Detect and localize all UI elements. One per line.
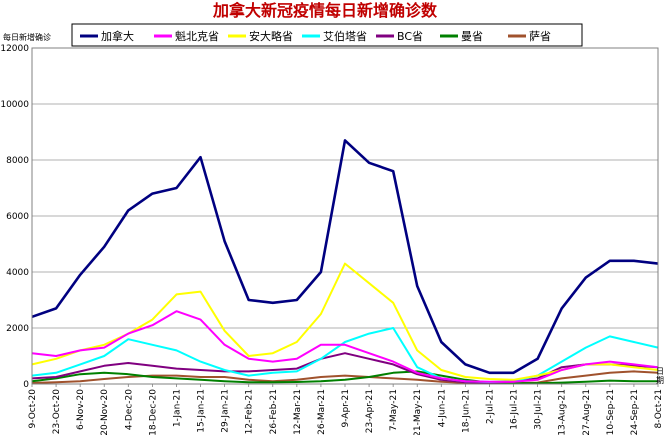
legend-label: 艾伯塔省	[323, 29, 367, 43]
x-tick-label: 26-Mar-21	[317, 389, 327, 435]
y-tick-label: 6000	[6, 212, 29, 222]
x-tick-label: 23-Apr-21	[365, 389, 375, 433]
x-tick-label: 18-Jun-21	[461, 389, 471, 433]
legend-label: 曼省	[461, 30, 483, 43]
series-line	[31, 370, 659, 385]
x-tick-label: 12-Feb-21	[245, 389, 255, 434]
legend: 加拿大 魁北克省 安大略省 艾伯塔省 BC省 曼省 萨省	[71, 23, 583, 47]
x-tick-label: 20-Nov-20	[100, 389, 110, 435]
x-tick-label: 18-Dec-20	[148, 389, 158, 435]
chart-title: 加拿大新冠疫情每日新增确诊数	[212, 1, 438, 20]
x-tick-label: 26-Feb-21	[269, 389, 279, 434]
x-tick-label: 27-Aug-21	[582, 389, 592, 435]
y-tick-label: 0	[23, 380, 29, 390]
legend-label: 魁北克省	[175, 29, 219, 43]
x-axis-label: 日期	[656, 367, 664, 385]
series-line	[31, 327, 659, 383]
y-tick-label: 2000	[6, 324, 29, 334]
x-tick-label: 1-Jan-21	[172, 389, 182, 427]
series-lines	[31, 139, 659, 385]
x-tick-label: 4-Jun-21	[437, 389, 447, 427]
x-tick-label: 8-Oct-21	[654, 389, 664, 429]
legend-label: 安大略省	[249, 29, 293, 43]
x-tick-label: 12-Mar-21	[293, 389, 303, 435]
x-tick-label: 24-Sep-21	[630, 389, 640, 435]
x-tick-label: 9-Apr-21	[341, 389, 351, 427]
x-tick-label: 9-Oct-20	[28, 389, 38, 429]
x-tick-label: 29-Jan-21	[221, 389, 231, 433]
x-tick-label: 4-Dec-20	[124, 389, 134, 430]
x-tick-label: 15-Jan-21	[197, 389, 207, 433]
y-tick-label: 4000	[6, 268, 29, 278]
y-tick-label: 10000	[0, 100, 29, 110]
series-line	[31, 262, 659, 381]
x-tick-label: 6-Nov-20	[76, 389, 86, 430]
x-tick-label: 23-Oct-20	[52, 389, 62, 434]
x-tick-label: 10-Sep-21	[606, 389, 616, 435]
x-tick-label: 16-Jul-21	[510, 389, 520, 430]
series-line	[31, 139, 659, 375]
series-line	[31, 310, 659, 383]
x-tick-label: 13-Aug-21	[558, 389, 568, 435]
legend-label: 加拿大	[101, 29, 134, 43]
y-tick-label: 8000	[6, 156, 29, 166]
series-line	[31, 370, 658, 385]
x-tick-labels: 9-Oct-20 23-Oct-20 6-Nov-20 20-Nov-20 4-Dec-…	[28, 384, 664, 435]
legend-label: 萨省	[529, 30, 551, 43]
legend-label: BC省	[397, 30, 423, 43]
legend-box	[71, 23, 583, 47]
x-tick-label: 7-May-21	[389, 389, 399, 431]
y-tick-labels: 0 2000 4000 6000 8000 10000 12000	[0, 44, 29, 390]
x-tick-label: 21-May-21	[413, 389, 423, 435]
x-tick-label: 30-Jul-21	[534, 389, 544, 430]
y-tick-label: 12000	[0, 44, 29, 54]
y-axis-label: 每日新增确诊	[3, 32, 51, 42]
x-tick-label: 2-Jul-21	[485, 389, 495, 424]
plot-frame	[31, 47, 659, 385]
